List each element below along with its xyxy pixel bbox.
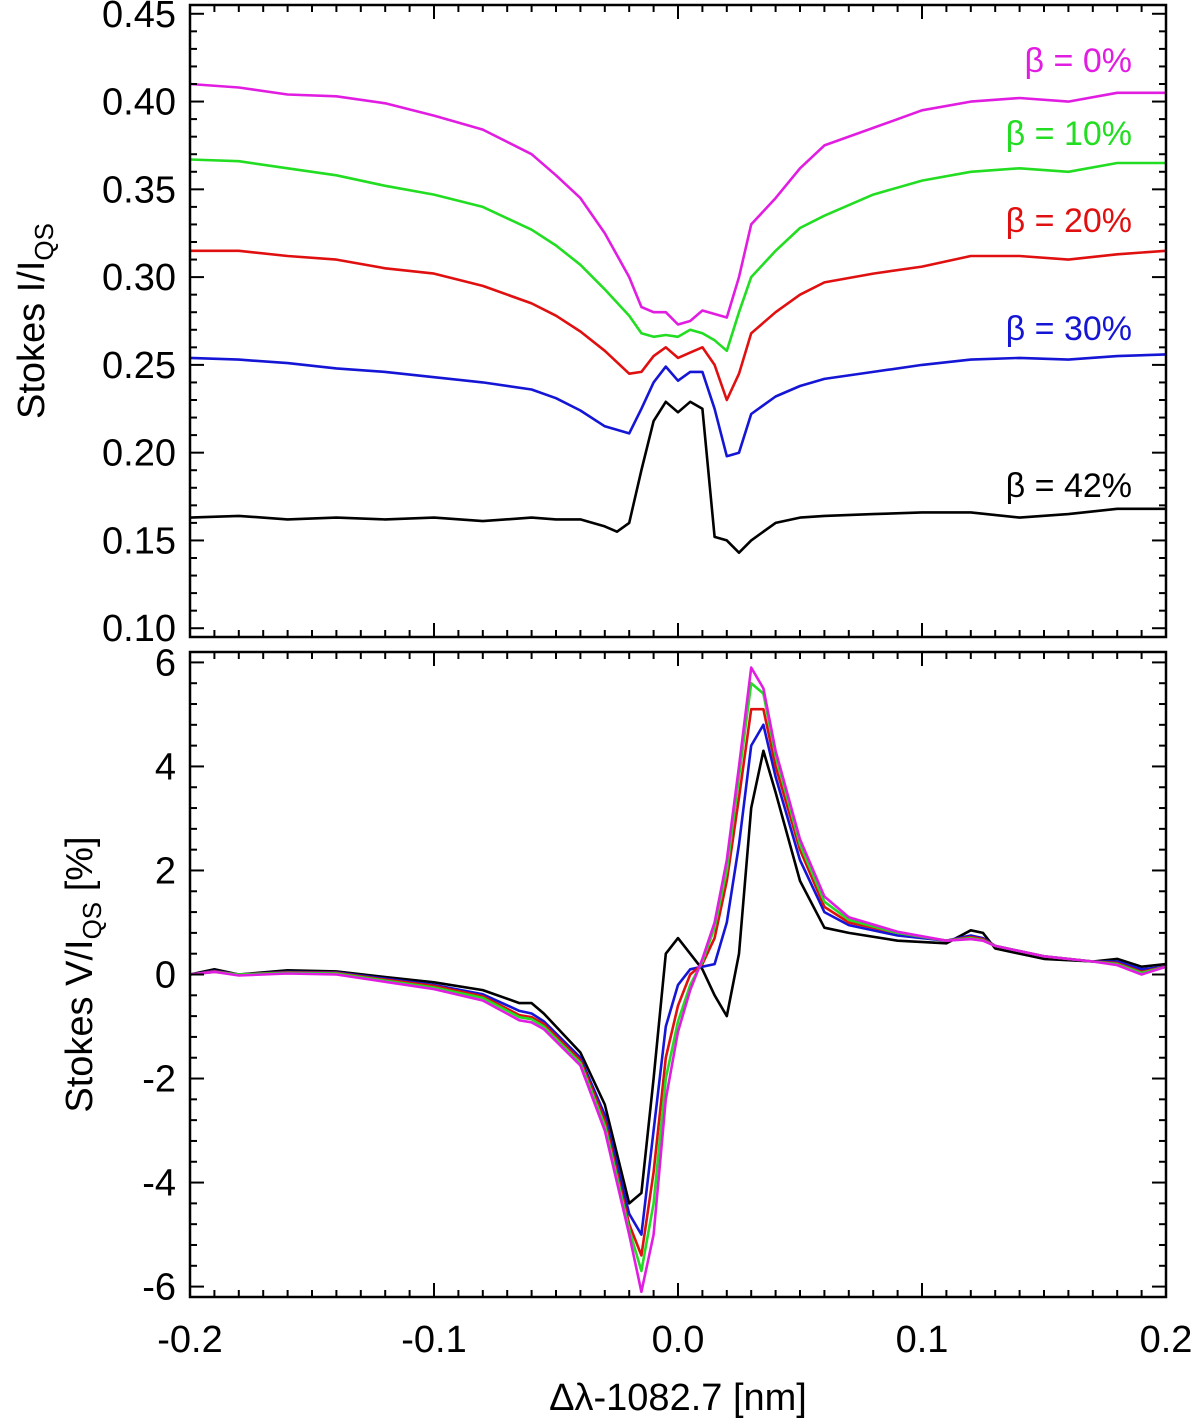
polarization-series-line [189, 666, 1167, 1294]
polarization-series-line [189, 723, 1167, 1236]
intensity-y-label-main: Stokes I/I [11, 261, 53, 419]
intensity-y-tick-label: 0.30 [102, 257, 176, 299]
legend-entry: β = 10% [1006, 115, 1132, 153]
x-tick-label: 0.0 [652, 1319, 705, 1361]
intensity-y-tick-labels: 0.10 0.15 0.20 0.25 0.30 0.35 0.40 0.45 [102, 0, 176, 650]
intensity-panel: 0.100.150.200.250.300.350.400.45 β = 0%β… [11, 0, 1168, 650]
legend-entry: β = 30% [1006, 310, 1132, 348]
polarization-plot-frame [188, 650, 1168, 1299]
polarization-y-tick-labels: -6 -4 -2 0 2 4 6 [142, 642, 176, 1308]
legend-entry: β = 0% [1025, 42, 1132, 80]
polarization-y-label-sub: QS [77, 902, 107, 940]
polarization-y-tick-label: 2 [155, 850, 176, 892]
polarization-y-tick-label: -4 [142, 1163, 176, 1205]
intensity-series-group [189, 82, 1167, 555]
legend-entry: β = 42% [1006, 467, 1132, 505]
polarization-y-tick-label: 4 [155, 746, 176, 788]
shared-x-tick-labels: -0.2 -0.1 0.0 0.1 0.2 [157, 1319, 1192, 1361]
intensity-legend: β = 0% β = 10% β = 20% β = 30% β = 42% [1006, 42, 1132, 505]
intensity-y-tick-label: 0.35 [102, 169, 176, 211]
polarization-series-line [189, 707, 1167, 1257]
polarization-panel: -6 -4 -2 0 2 4 6 -0.2 -0.1 0.0 0.1 0.2 Stokes V/IQ… [59, 642, 1192, 1419]
x-tick-label: -0.2 [157, 1319, 222, 1361]
intensity-series-line [189, 82, 1166, 326]
polarization-y-label-suffix: [%] [59, 836, 101, 901]
polarization-series-line [189, 749, 1167, 1205]
intensity-y-axis-label: Stokes I/IQS [11, 223, 59, 419]
intensity-series-line [189, 400, 1166, 555]
polarization-y-label-main: Stokes V/I [59, 939, 101, 1112]
intensity-y-tick-label: 0.25 [102, 345, 176, 387]
polarization-y-tick-label: -2 [142, 1059, 176, 1101]
intensity-plot-frame [188, 3, 1168, 639]
intensity-y-tick-label: 0.45 [102, 0, 176, 36]
intensity-y-tick-label: 0.20 [102, 433, 176, 475]
polarization-y-tick-label: 0 [155, 955, 176, 997]
x-tick-label: 0.1 [896, 1319, 949, 1361]
intensity-y-tick-label: 0.10 [102, 608, 176, 650]
polarization-y-axis-label: Stokes V/IQS [%] [59, 836, 107, 1112]
intensity-series-line [189, 353, 1167, 458]
intensity-y-tick-label: 0.15 [102, 520, 176, 562]
x-axis-label: Δλ-1082.7 [nm] [549, 1377, 807, 1419]
polarization-series-line [189, 681, 1167, 1273]
polarization-series-group [189, 666, 1167, 1294]
polarization-y-tick-label: 6 [155, 642, 176, 684]
x-tick-label: -0.1 [401, 1319, 466, 1361]
intensity-y-tick-label: 0.40 [102, 82, 176, 124]
legend-entry: β = 20% [1006, 202, 1132, 240]
intensity-series-line [189, 158, 1166, 353]
intensity-y-label-sub: QS [29, 223, 59, 261]
intensity-series-line [190, 249, 1167, 402]
x-tick-label: 0.2 [1140, 1319, 1193, 1361]
polarization-y-tick-label: -6 [142, 1267, 176, 1309]
